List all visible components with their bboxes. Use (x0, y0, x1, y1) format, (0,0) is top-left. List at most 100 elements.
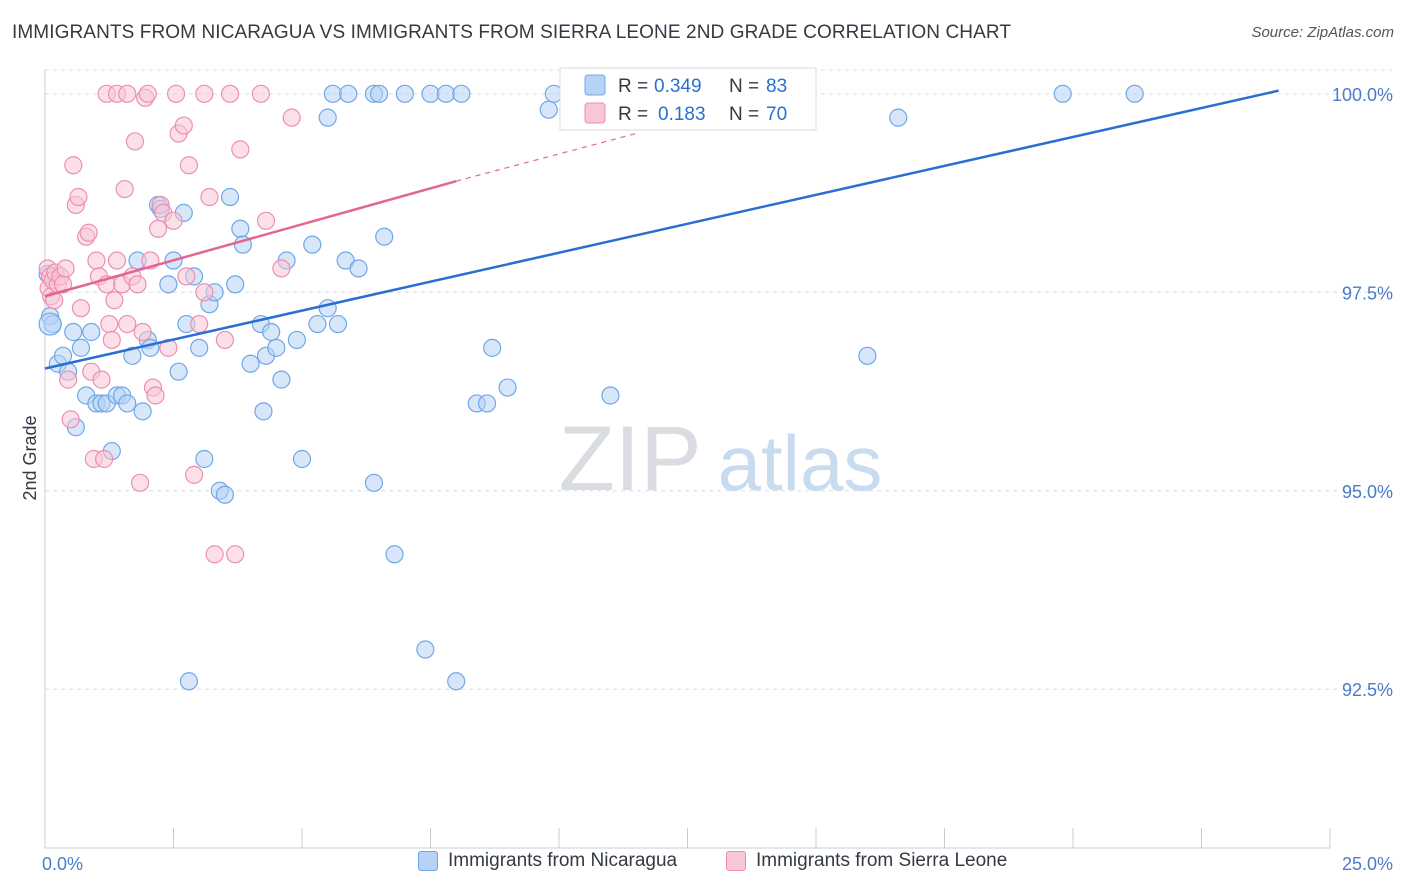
sierra-leone-point (146, 386, 165, 405)
sierra-leone-point (79, 223, 98, 242)
sierra-leone-point (190, 314, 209, 334)
source-label: Source: ZipAtlas.com (1251, 24, 1394, 41)
sierra-leone-point (130, 473, 150, 492)
nicaragua-point (133, 402, 152, 421)
sierra-leone-point (64, 156, 83, 175)
nicaragua-point (328, 314, 348, 334)
nicaragua-point (195, 449, 214, 469)
watermark: ZIP atlas (558, 408, 882, 510)
sierra-leone-point (115, 179, 134, 199)
sierra-leone-point (128, 275, 147, 294)
nicaragua-point (241, 354, 260, 373)
nicaragua-point (287, 330, 306, 350)
nicaragua-point (364, 473, 384, 492)
data-points (38, 84, 1144, 691)
nicaragua-point (1125, 84, 1144, 103)
sierra-leone-point (107, 251, 127, 270)
sierra-leone-point (179, 156, 199, 175)
sierra-leone-point (118, 84, 137, 103)
legend-swatch-blue (418, 851, 438, 871)
stats-n-value-1: 83 (766, 76, 787, 97)
sierra-leone-point (159, 338, 178, 357)
sierra-leone-point (92, 370, 111, 389)
nicaragua-point (82, 322, 101, 342)
nicaragua-point (436, 84, 456, 103)
sierra-leone-point (282, 108, 301, 127)
nicaragua-point (483, 338, 502, 357)
stats-legend: R = 0.349 N = 83 R = 0.183 N = 70 (559, 67, 817, 131)
nicaragua-point (370, 84, 389, 103)
sierra-leone-point (177, 267, 196, 286)
nicaragua-point (159, 275, 178, 294)
sierra-leone-point (251, 84, 270, 103)
sierra-leone-point (133, 322, 152, 342)
trend-lines (44, 89, 1279, 370)
nicaragua-point (601, 386, 620, 405)
sierra-leone-point (69, 187, 88, 207)
sierra-leone-point (61, 410, 80, 429)
bottom-legend: Immigrants from Nicaragua Immigrants fro… (0, 850, 1406, 880)
nicaragua-trend-line (44, 89, 1279, 370)
nicaragua-point (416, 640, 435, 659)
sierra-leone-point (87, 251, 106, 270)
nicaragua-point (169, 362, 188, 381)
legend-item-nicaragua: Immigrants from Nicaragua (418, 850, 677, 872)
nicaragua-point-large (38, 312, 62, 336)
nicaragua-point (323, 84, 342, 103)
sierra-leone-trend-extension (456, 132, 637, 182)
nicaragua-point (308, 314, 327, 334)
sierra-leone-point (215, 330, 234, 350)
chart-title: IMMIGRANTS FROM NICARAGUA VS IMMIGRANTS … (12, 22, 1012, 43)
watermark-zip: ZIP (558, 408, 701, 510)
y-tick-label: 92.5% (1342, 680, 1393, 700)
nicaragua-point (64, 322, 83, 342)
sierra-leone-point (102, 330, 121, 350)
stats-n-label-2: N = (729, 104, 759, 125)
sierra-leone-point (200, 187, 219, 207)
nicaragua-point (477, 394, 497, 413)
sierra-leone-point (205, 545, 224, 564)
nicaragua-point (539, 100, 558, 119)
sierra-leone-point (220, 84, 240, 103)
nicaragua-point (889, 108, 908, 127)
nicaragua-point (123, 346, 142, 365)
sierra-leone-point (105, 291, 124, 310)
nicaragua-point (267, 338, 286, 357)
axes: 92.5% 95.0% 97.5% 100.0% 0.0% 25.0% (42, 70, 1393, 874)
nicaragua-point (1053, 84, 1072, 103)
nicaragua-point (498, 378, 517, 397)
nicaragua-point (375, 227, 394, 246)
legend-label-sierra-leone: Immigrants from Sierra Leone (756, 850, 1008, 871)
nicaragua-point (339, 84, 358, 103)
sierra-leone-point (195, 283, 214, 302)
nicaragua-point (190, 338, 209, 357)
legend-label-nicaragua: Immigrants from Nicaragua (448, 850, 678, 871)
sierra-leone-point (148, 219, 168, 238)
nicaragua-point (452, 84, 471, 103)
sierra-leone-point (272, 259, 291, 278)
sierra-leone-point (184, 465, 204, 484)
nicaragua-point (254, 402, 273, 421)
nicaragua-point (53, 346, 73, 365)
grid-lines (45, 69, 1392, 690)
x-tick-label-start: 0.0% (42, 854, 83, 874)
stats-r-label-2: R = (618, 104, 648, 125)
nicaragua-point (262, 322, 281, 342)
y-tick-label: 95.0% (1342, 482, 1393, 502)
x-tick-label-end: 25.0% (1342, 854, 1393, 874)
nicaragua-point (215, 485, 234, 504)
nicaragua-point (220, 187, 240, 207)
nicaragua-point (118, 394, 137, 413)
nicaragua-point (226, 275, 245, 294)
nicaragua-point (421, 84, 440, 103)
nicaragua-point (318, 108, 337, 127)
nicaragua-point (292, 449, 312, 469)
nicaragua-point (858, 346, 877, 365)
watermark-atlas: atlas (718, 419, 883, 507)
sierra-leone-point (195, 84, 214, 103)
stats-swatch-blue (584, 74, 606, 96)
stats-r-value-2: 0.183 (658, 104, 706, 125)
y-tick-label: 100.0% (1332, 85, 1393, 105)
nicaragua-point (303, 235, 322, 254)
